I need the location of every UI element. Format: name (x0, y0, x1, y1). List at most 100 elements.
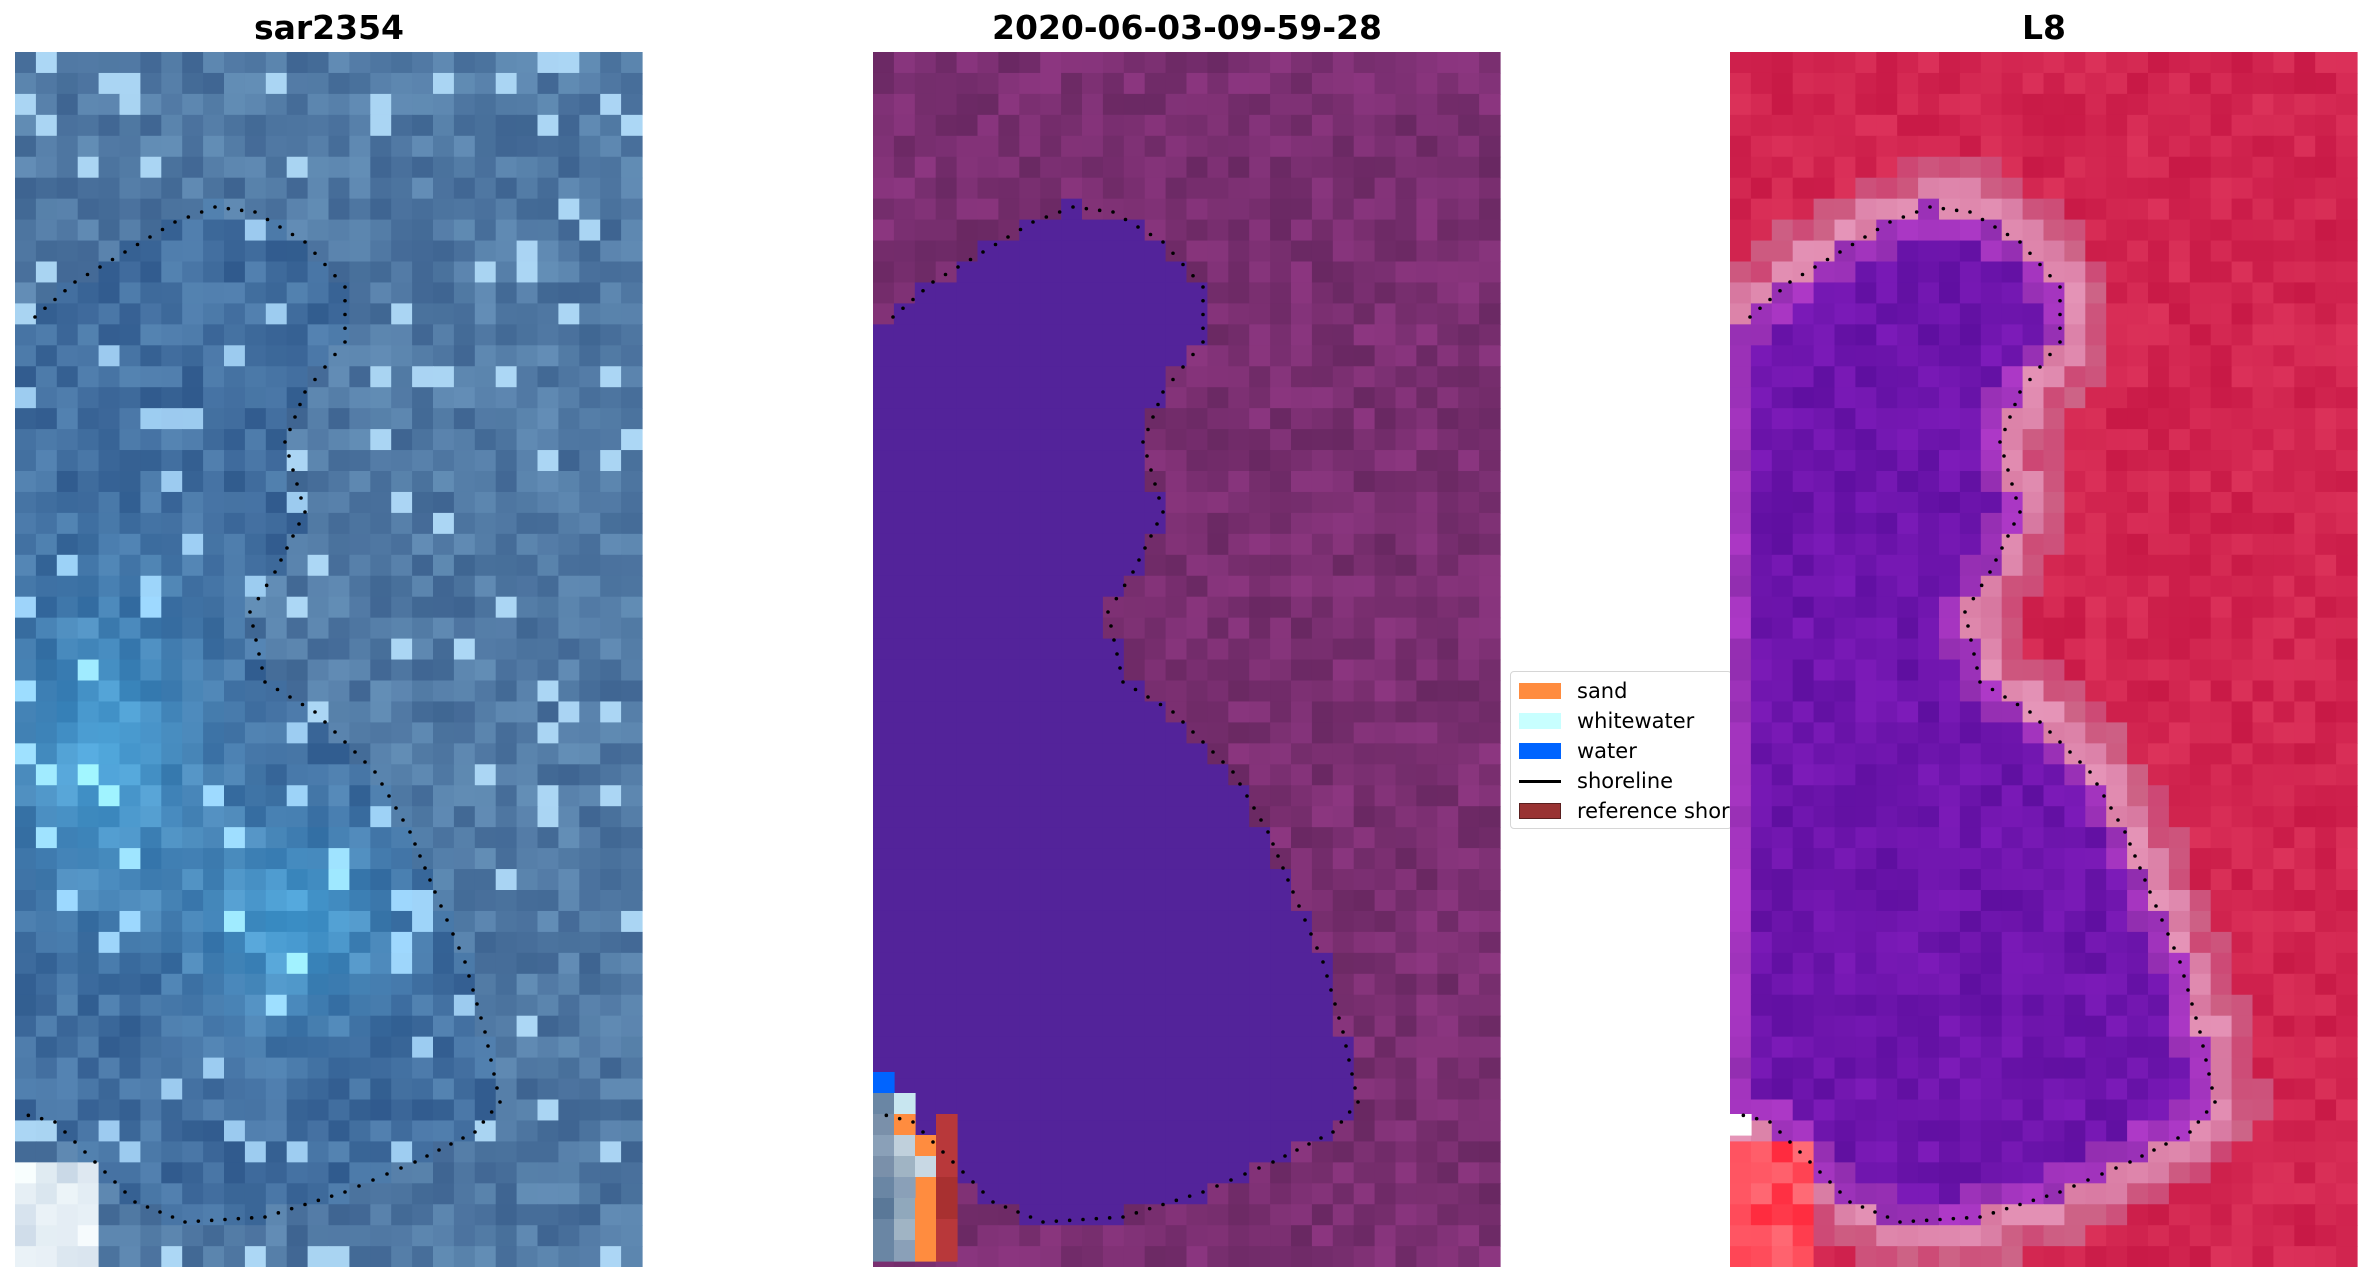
class-pixel (1228, 680, 1250, 703)
l8-pixel (2148, 1015, 2170, 1038)
rgb-pixel (56, 1225, 79, 1247)
rgb-pixel (224, 345, 246, 367)
rgb-pixel (15, 261, 37, 284)
l8-pixel (1876, 1057, 1898, 1080)
rgb-pixel (286, 680, 309, 703)
rgb-pixel (244, 638, 267, 661)
class-pixel (1123, 827, 1146, 849)
l8-pixel (2168, 282, 2191, 304)
class-pixel (1165, 785, 1188, 807)
class-pixel (1165, 533, 1188, 556)
l8-pixel (2043, 827, 2065, 849)
rgb-pixel (579, 471, 601, 493)
class-pixel (956, 450, 979, 472)
l8-pixel (1792, 1057, 1815, 1080)
l8-pixel (2022, 785, 2045, 807)
rgb-pixel (35, 135, 58, 158)
rgb-pixel (412, 240, 434, 263)
rgb-pixel (286, 743, 309, 765)
class-pixel (1102, 135, 1125, 158)
class-pixel (977, 72, 999, 95)
rgb-pixel (35, 827, 58, 849)
shoreline-dots-classified (884, 205, 1360, 1224)
l8-pixel (1730, 994, 1752, 1017)
rgb-pixel (140, 135, 162, 158)
rgb-pixel (328, 994, 350, 1017)
rgb-pixel (203, 219, 225, 242)
l8-pixel (2148, 994, 2170, 1017)
l8-pixel (2189, 491, 2212, 514)
class-pixel (998, 1057, 1020, 1080)
rgb-pixel (558, 910, 580, 933)
l8-pixel (1980, 680, 2003, 703)
legend-item-sand: sand (1511, 676, 1627, 706)
l8-pixel (2001, 282, 2024, 304)
l8-pixel (2001, 1015, 2024, 1038)
rgb-pixel (516, 52, 539, 74)
rgb-pixel (307, 1120, 330, 1142)
class-pixel (1374, 910, 1397, 933)
class-pixel (1416, 512, 1438, 535)
class-pixel (1061, 952, 1083, 975)
rgb-pixel (161, 198, 183, 221)
class-pixel (956, 1183, 979, 1205)
class-pixel (1040, 952, 1062, 975)
rgb-pixel (370, 240, 392, 263)
class-pixel (1353, 806, 1376, 828)
l8-pixel (2127, 52, 2149, 74)
l8-pixel (2231, 450, 2254, 472)
rgb-pixel (119, 994, 141, 1017)
class-pixel (1019, 764, 1041, 786)
l8-pixel (2106, 910, 2128, 933)
l8-pixel (1834, 429, 1856, 451)
rgb-pixel (307, 1204, 330, 1226)
rgb-pixel (98, 869, 121, 891)
rgb-pixel (182, 1246, 204, 1267)
l8-pixel (2252, 282, 2274, 304)
class-pixel (893, 1057, 916, 1080)
rgb-pixel (77, 533, 100, 556)
l8-pixel (2085, 324, 2107, 346)
l8-pixel (1771, 156, 1794, 179)
class-pixel (1437, 931, 1459, 954)
class-pixel (1228, 1141, 1250, 1163)
rgb-pixel (558, 1204, 580, 1226)
class-pixel (1207, 869, 1229, 891)
class-pixel (956, 219, 979, 242)
class-pixel (1374, 1015, 1397, 1038)
rgb-pixel (412, 1099, 434, 1122)
l8-pixel (1771, 303, 1794, 325)
l8-pixel (2336, 512, 2358, 535)
l8-pixel (1939, 52, 1961, 74)
rgb-pixel (15, 282, 37, 304)
rgb-pixel (537, 450, 559, 472)
rgb-pixel (161, 764, 183, 786)
l8-pixel (1959, 93, 1982, 116)
class-pixel (977, 743, 999, 765)
rgb-pixel (119, 156, 141, 179)
l8-pixel (2127, 701, 2149, 723)
class-pixel (998, 910, 1020, 933)
rgb-pixel (349, 429, 371, 451)
class-pixel (1102, 471, 1125, 493)
class-pixel (935, 743, 958, 765)
l8-pixel (2252, 219, 2274, 242)
l8-pixel (2022, 387, 2045, 409)
rgb-pixel (56, 910, 79, 933)
l8-pixel (1834, 910, 1856, 933)
l8-pixel (2168, 827, 2191, 849)
class-pixel (1291, 114, 1313, 137)
l8-pixel (1855, 659, 1877, 682)
l8-pixel (1771, 575, 1794, 598)
class-pixel-corner (894, 1093, 916, 1115)
rgb-pixel (98, 680, 121, 703)
l8-pixel (1980, 869, 2003, 891)
rgb-pixel (265, 1225, 288, 1247)
l8-pixel (2315, 617, 2337, 640)
class-pixel (1416, 471, 1438, 493)
rgb-pixel (328, 1246, 350, 1267)
l8-pixel (1980, 240, 2003, 263)
rgb-pixel (370, 806, 392, 828)
legend-label-shoreline: shoreline (1577, 769, 1674, 793)
l8-pixel (1730, 177, 1752, 200)
